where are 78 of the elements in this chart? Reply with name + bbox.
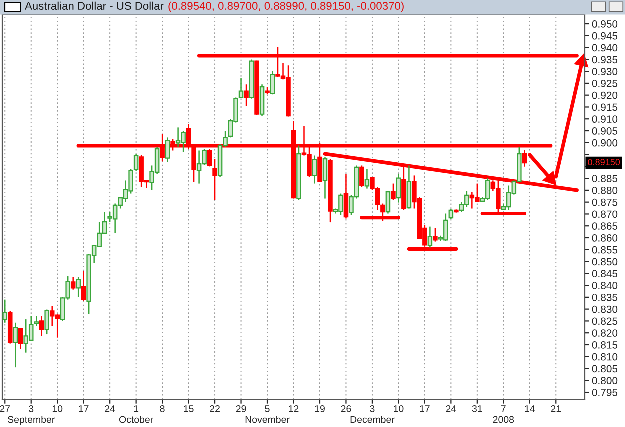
x-tick-label: 17 (79, 406, 89, 412)
y-tick-label: 0.825 (592, 318, 618, 326)
y-tick-label: 0.940 (592, 44, 618, 52)
candlestick (448, 208, 454, 220)
y-tick-label: 0.800 (592, 377, 618, 385)
candlestick (212, 158, 218, 202)
x-tick-label: 29 (236, 405, 246, 412)
candlestick (39, 316, 44, 337)
chart-subtitle: (0.89540, 0.89700, 0.88990, 0.89150, -0.00370) (168, 2, 404, 12)
y-tick-label: 0.835 (592, 294, 618, 302)
x-tick-label: 1 October (119, 406, 154, 424)
candlestick (360, 165, 364, 188)
x-tick-label: 26 (341, 405, 352, 412)
candlestick (391, 183, 396, 202)
candlestick (70, 276, 76, 290)
candlestick (428, 226, 433, 248)
y-tick-label: 0.815 (592, 341, 618, 349)
candlestick (344, 173, 349, 220)
x-tick-label: 15 (184, 406, 194, 412)
x-tick-label: 3 December (350, 405, 395, 424)
y-tick-label: 0.945 (592, 32, 618, 40)
candlestick (81, 270, 86, 302)
text: 0.89150 (588, 159, 620, 166)
candlestick (238, 77, 244, 100)
candlestick (244, 84, 249, 107)
y-tick-label: 0.845 (592, 270, 618, 278)
x-tick-label: 14 (525, 406, 536, 412)
candlestick (13, 322, 18, 368)
x-tick-label: 10 (52, 405, 63, 412)
y-tick-label: 0.820 (592, 330, 618, 337)
candlestick (433, 227, 438, 242)
x-tick-label: 31 (472, 405, 482, 412)
y-tick-label: 0.840 (592, 282, 618, 290)
y-tick-label: 0.910 (592, 116, 618, 124)
x-tick-label: 21 (551, 405, 562, 412)
x-tick-label: 5 November (246, 406, 290, 424)
y-tick-label: 0.930 (592, 68, 618, 76)
x-tick-label: 10 (394, 405, 404, 412)
y-tick-label: 0.850 (592, 258, 618, 266)
x-tick-label: 7 2008 (493, 406, 514, 424)
candlestick (270, 70, 276, 96)
candlestick (396, 173, 402, 204)
y-tick-label: 0.925 (592, 80, 618, 88)
y-tick-label: 0.860 (592, 234, 618, 242)
y-tick-label: 0.880 (592, 186, 618, 194)
y-tick-label: 0.950 (592, 20, 618, 28)
candlestick (76, 276, 81, 298)
y-tick-label: 0.795 (592, 389, 618, 396)
x-tick-label: 22 (210, 405, 220, 412)
candlestick (44, 309, 50, 336)
y-tick-label: 0.900 (592, 139, 618, 147)
x-tick-label: 12 (289, 405, 299, 412)
x-tick-label: 19 (315, 405, 325, 412)
x-tick-label: 8 (160, 405, 165, 412)
y-tick-label: 0.870 (592, 210, 618, 218)
y-tick-label: 0.935 (592, 56, 618, 64)
x-tick-label: 27 (0, 405, 10, 412)
chart-title: Australian Dollar - US Dollar (25, 2, 164, 10)
y-tick-label: 0.915 (592, 104, 618, 112)
candlestick (2, 299, 8, 324)
y-tick-label: 0.885 (592, 175, 618, 182)
y-tick-label: 0.830 (592, 306, 618, 314)
candlestick (165, 137, 170, 164)
y-tick-label: 0.875 (592, 198, 618, 206)
candlestick (18, 328, 24, 350)
candlestick (364, 168, 370, 190)
y-tick-label: 0.805 (592, 365, 618, 373)
y-tick-label: 0.920 (592, 92, 618, 100)
x-tick-label: 24 (105, 405, 116, 412)
x-tick-label: 17 (420, 406, 430, 412)
candlestick (312, 155, 318, 184)
y-tick-label: 0.865 (592, 222, 618, 230)
candlestick (322, 156, 328, 200)
y-tick-label: 0.905 (592, 128, 618, 135)
candlestick (386, 190, 391, 214)
x-tick-label: 24 (446, 405, 456, 412)
y-tick-label: 0.855 (592, 246, 618, 254)
y-tick-label: 0.810 (592, 353, 618, 361)
